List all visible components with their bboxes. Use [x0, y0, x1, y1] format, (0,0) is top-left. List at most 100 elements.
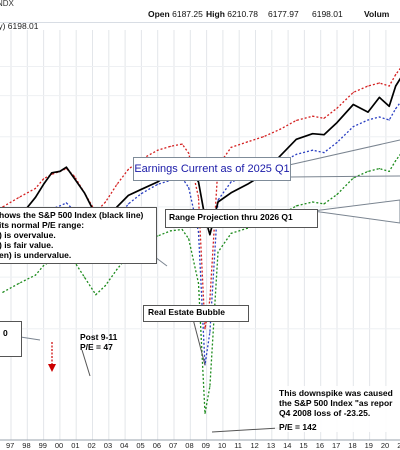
point-price — [388, 105, 390, 107]
x-tick-label: 04 — [120, 441, 129, 450]
low-readout: 6177.97 — [268, 9, 299, 19]
point-overvalued — [116, 183, 118, 185]
point-price — [312, 133, 314, 135]
point-undervalued — [395, 160, 397, 162]
left-edge-label: 0 — [0, 321, 22, 357]
real-estate-bubble-label: Real Estate Bubble — [143, 305, 249, 322]
point-overvalued — [74, 175, 76, 178]
earnings-pointer-upper — [288, 139, 400, 166]
point-overvalued — [323, 117, 325, 119]
point-undervalued — [378, 168, 380, 170]
x-tick-label: 12 — [250, 441, 259, 450]
series-legend-text: (Monthly) 6198.01 — [0, 21, 39, 31]
point-undervalued — [209, 385, 211, 387]
point-price — [352, 103, 354, 106]
point-price — [279, 155, 281, 157]
point-fair-value — [378, 116, 380, 118]
point-overvalued — [127, 168, 129, 170]
point-price — [246, 183, 248, 185]
point-fair-value — [157, 183, 159, 185]
point-undervalued — [388, 170, 390, 172]
earnings-pointer-lower — [288, 175, 400, 178]
downspike-line-1: This downspike was caused — [279, 388, 393, 398]
point-undervalued — [352, 177, 354, 179]
high-readout: High 6210.78 — [206, 9, 258, 19]
point-overvalued — [18, 196, 20, 198]
downspike-line-2: the S&P 500 Index "as repor — [279, 398, 393, 408]
point-fair-value — [188, 187, 190, 189]
x-tick-label: 00 — [54, 441, 64, 450]
x-tick-label: 21 — [397, 441, 400, 450]
pe-legend-line-5: en) is undervalue. — [0, 250, 72, 260]
low-value: 6177.97 — [268, 9, 299, 19]
x-tick-label: 02 — [87, 441, 96, 450]
point-overvalued — [295, 119, 297, 121]
x-tick-label: 05 — [136, 441, 145, 450]
point-undervalued — [2, 291, 4, 293]
point-price — [59, 170, 61, 172]
point-price — [336, 122, 338, 124]
point-fair-value — [230, 181, 232, 183]
pe-range-legend-box: hows the S&P 500 Index (black line) its … — [0, 207, 157, 264]
point-undervalued — [43, 265, 45, 267]
point-overvalued — [246, 141, 248, 143]
point-undervalued — [323, 203, 325, 205]
point-overvalued — [104, 201, 107, 203]
point-fair-value — [367, 119, 369, 121]
close-value: 6198.01 — [312, 9, 343, 19]
point-price — [378, 96, 380, 98]
point-undervalued — [230, 232, 232, 234]
open-value: 6187.25 — [172, 9, 203, 19]
point-price — [295, 138, 297, 140]
point-overvalued — [367, 85, 369, 87]
point-price — [395, 85, 397, 87]
point-price — [74, 178, 76, 180]
downspike-pointer — [211, 427, 280, 433]
open-label: Open — [148, 9, 170, 19]
high-label: High — [206, 9, 225, 19]
point-undervalued — [104, 284, 107, 287]
point-undervalued — [367, 170, 369, 172]
close-readout: 6198.01 — [312, 9, 343, 19]
point-fair-value — [217, 199, 219, 201]
post-911-pe-label: P/E = 47 — [80, 342, 113, 352]
point-overvalued — [197, 196, 200, 198]
point-overvalued — [336, 107, 338, 109]
point-overvalued — [263, 136, 265, 138]
point-overvalued — [378, 82, 380, 84]
x-tick-label: 16 — [315, 441, 325, 450]
point-undervalued — [204, 412, 206, 414]
point-undervalued — [116, 268, 118, 270]
x-tick-label: 17 — [332, 441, 341, 450]
x-tick-label: 10 — [217, 441, 227, 450]
x-tick-label: 98 — [22, 441, 31, 450]
point-price — [34, 196, 37, 198]
point-undervalued — [217, 251, 219, 253]
point-undervalued — [188, 238, 190, 240]
volume-label: Volum — [364, 9, 390, 19]
post-911-label: Post 9-11 — [80, 332, 118, 342]
point-overvalued — [188, 152, 190, 154]
point-price — [127, 194, 129, 196]
real-estate-pointer — [192, 318, 206, 366]
x-tick-label: 01 — [71, 441, 80, 450]
pe-legend-line-4: ) is fair value. — [0, 240, 54, 250]
point-overvalued — [181, 143, 183, 145]
x-tick-label: 99 — [38, 441, 47, 450]
point-fair-value — [209, 331, 211, 333]
downspike-line-3: Q4 2008 loss of -23.25. — [279, 408, 371, 418]
point-overvalued — [209, 299, 211, 301]
point-overvalued — [395, 73, 397, 76]
x-tick-label: 13 — [266, 441, 276, 450]
point-price — [51, 172, 53, 174]
x-tick-label: 09 — [201, 441, 210, 450]
range-pointer — [312, 199, 400, 224]
point-fair-value — [395, 108, 397, 110]
point-price — [157, 181, 159, 183]
point-overvalued — [352, 91, 354, 93]
point-overvalued — [43, 178, 45, 180]
point-fair-value — [59, 205, 61, 207]
x-tick-label: 14 — [283, 441, 292, 450]
pe-legend-line-3: ) is overvalue. — [0, 230, 56, 240]
